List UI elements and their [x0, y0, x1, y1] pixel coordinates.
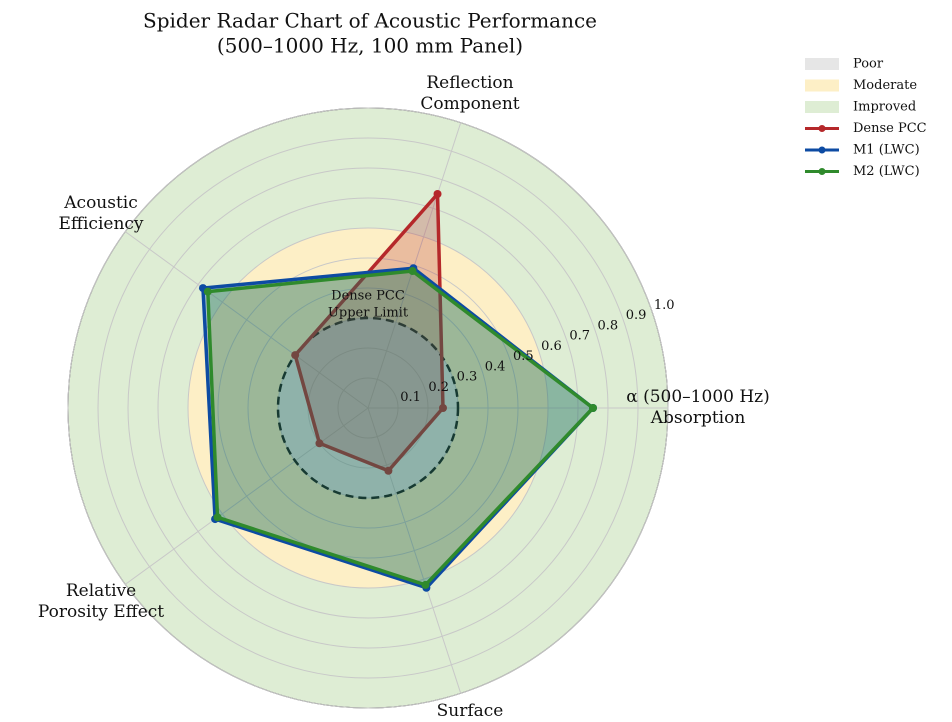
r-tick-label: 1.0	[654, 298, 675, 313]
r-tick-label: 0.5	[513, 349, 534, 364]
legend-label: M1 (LWC)	[853, 143, 920, 158]
category-label: Component	[420, 94, 519, 114]
category-label: Acoustic	[63, 193, 138, 213]
series-area	[293, 192, 445, 473]
series-point	[408, 267, 417, 276]
legend-label: Dense PCC	[853, 121, 927, 136]
category-label: Relative	[66, 581, 136, 601]
legend-swatch	[805, 101, 839, 113]
spoke	[367, 407, 462, 694]
threshold-label: Dense PCC	[331, 289, 405, 304]
category-label: Porosity Effect	[38, 602, 164, 622]
series-point	[291, 351, 300, 360]
r-tick-label: 0.9	[626, 308, 647, 323]
legend-label: M2 (LWC)	[853, 164, 920, 179]
chart-title: Spider Radar Chart of Acoustic Performan…	[143, 9, 597, 33]
series-point	[213, 513, 222, 522]
r-tick-label: 0.8	[598, 318, 619, 333]
legend-marker	[818, 125, 826, 132]
series-area	[201, 266, 595, 590]
series-point	[589, 404, 597, 412]
category-label: Surface	[437, 701, 504, 721]
legend-label: Improved	[853, 100, 916, 115]
spoke	[125, 407, 369, 585]
category-label: Reflection	[426, 73, 513, 93]
legend-swatch	[805, 79, 839, 92]
category-label: α (500–1000 Hz)	[626, 387, 770, 407]
r-tick-label: 0.7	[569, 329, 590, 344]
series-point	[203, 287, 212, 296]
threshold-circle	[276, 316, 460, 500]
chart-title: (500–1000 Hz, 100 mm Panel)	[217, 34, 523, 58]
series-point	[439, 404, 447, 412]
legend-label: Moderate	[853, 78, 917, 93]
series-area	[206, 269, 595, 587]
series-point	[315, 439, 324, 448]
legend-label: Poor	[853, 57, 884, 72]
series-point	[421, 580, 430, 589]
threshold-label: Upper Limit	[328, 306, 409, 321]
series-point	[433, 190, 442, 199]
legend-marker	[818, 146, 826, 154]
legend-marker	[818, 168, 826, 175]
r-tick-label: 0.2	[428, 380, 449, 395]
category-label: Absorption	[650, 408, 746, 428]
r-tick-label: 0.1	[400, 390, 421, 405]
r-tick-label: 0.4	[485, 359, 506, 374]
r-tick-label: 0.6	[541, 339, 562, 354]
r-tick-label: 0.3	[457, 370, 478, 385]
category-label: Efficiency	[59, 214, 144, 234]
legend-swatch	[805, 58, 839, 70]
spoke	[125, 231, 369, 409]
series-point	[384, 466, 393, 475]
